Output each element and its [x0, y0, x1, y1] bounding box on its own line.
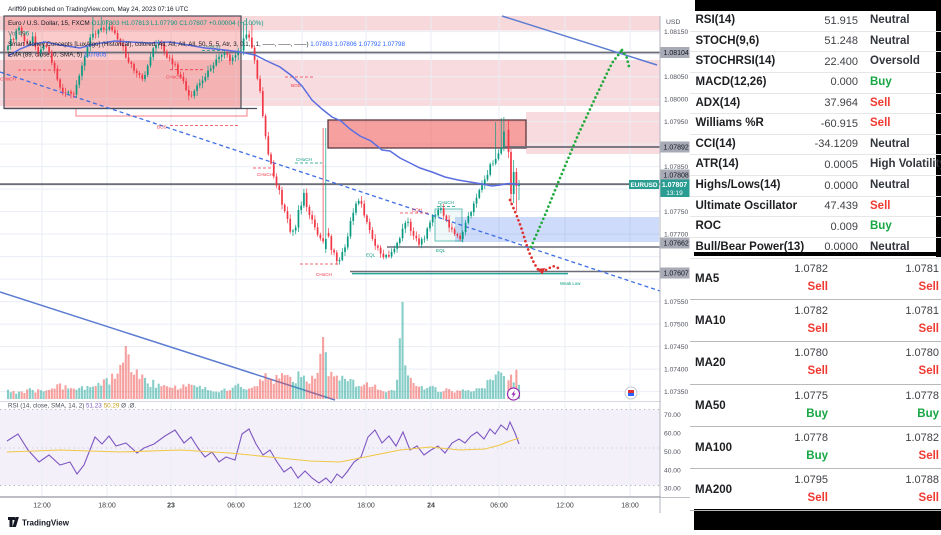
svg-text:EURUSD: EURUSD [631, 182, 658, 189]
svg-text:23: 23 [167, 503, 175, 510]
svg-text:1.07808: 1.07808 [664, 173, 689, 180]
svg-text:BOS: BOS [291, 83, 301, 88]
svg-text:06:00: 06:00 [227, 503, 245, 510]
svg-text:EQL: EQL [436, 248, 446, 253]
svg-text:1.08150: 1.08150 [664, 29, 688, 36]
svg-text:Weak Low: Weak Low [560, 281, 581, 286]
svg-text:60.00: 60.00 [664, 430, 681, 437]
svg-text:CHoCH: CHoCH [0, 77, 16, 82]
svg-text:70.00: 70.00 [664, 412, 681, 419]
svg-text:1.08104: 1.08104 [664, 50, 689, 57]
svg-text:1.07450: 1.07450 [664, 344, 688, 351]
svg-text:EQH: EQH [412, 208, 422, 213]
svg-text:1.07607: 1.07607 [664, 271, 689, 278]
svg-text:1.07850: 1.07850 [664, 164, 688, 171]
svg-text:1.08050: 1.08050 [664, 74, 688, 81]
svg-text:1.07662: 1.07662 [664, 241, 689, 248]
svg-text:1.07950: 1.07950 [664, 119, 688, 126]
svg-text:1.07700: 1.07700 [664, 232, 688, 239]
svg-text:12:00: 12:00 [556, 503, 574, 510]
svg-text:1.07892: 1.07892 [664, 145, 689, 152]
svg-text:13:19: 13:19 [666, 190, 683, 197]
svg-text:12:00: 12:00 [293, 503, 311, 510]
svg-text:1.08000: 1.08000 [664, 97, 688, 104]
svg-text:1.07500: 1.07500 [664, 322, 688, 329]
svg-text:40.00: 40.00 [664, 467, 681, 474]
svg-text:18:00: 18:00 [98, 503, 116, 510]
svg-text:24: 24 [427, 503, 435, 510]
svg-text:18:00: 18:00 [621, 503, 639, 510]
svg-text:Ariff99 published on TradingVi: Ariff99 published on TradingView.com, Ma… [8, 6, 189, 13]
svg-text:12:00: 12:00 [33, 503, 51, 510]
svg-text:RSI (14, close, SMA, 14, 2) 51: RSI (14, close, SMA, 14, 2) 51.23 50.29 … [8, 403, 136, 410]
svg-text:CHoCH: CHoCH [204, 45, 220, 50]
svg-text:30.00: 30.00 [664, 485, 681, 492]
svg-text:EQL: EQL [366, 253, 376, 258]
svg-text:TradingView: TradingView [22, 519, 70, 528]
svg-text:CHoCH: CHoCH [296, 157, 312, 162]
svg-text:06:00: 06:00 [490, 503, 508, 510]
svg-text:USD: USD [666, 19, 680, 26]
svg-text:EMA (89, close, 0, SMA, 5) 1.0: EMA (89, close, 0, SMA, 5) 1.07805 [8, 52, 107, 59]
svg-text:Smart Money Concepts [LuxAlgo]: Smart Money Concepts [LuxAlgo] (Historic… [8, 41, 405, 48]
svg-text:1.07550: 1.07550 [664, 299, 688, 306]
svg-text:1.07400: 1.07400 [664, 367, 688, 374]
svg-text:CHoCH: CHoCH [438, 200, 454, 205]
svg-text:BOS: BOS [157, 125, 167, 130]
svg-text:50.00: 50.00 [664, 449, 681, 456]
svg-text:Vol 496: Vol 496 [8, 31, 30, 38]
svg-text:1.07350: 1.07350 [664, 389, 688, 396]
svg-text:18:00: 18:00 [357, 503, 375, 510]
svg-text:CHoCH: CHoCH [257, 172, 273, 177]
svg-text:CHoCH: CHoCH [166, 75, 182, 80]
svg-text:Euro / U.S. Dollar, 15, FXCM O: Euro / U.S. Dollar, 15, FXCM O1.07803 H1… [8, 20, 263, 27]
svg-text:1.07807: 1.07807 [662, 182, 687, 189]
svg-text:CHoCH: CHoCH [316, 272, 332, 277]
svg-text:1.07750: 1.07750 [664, 209, 688, 216]
